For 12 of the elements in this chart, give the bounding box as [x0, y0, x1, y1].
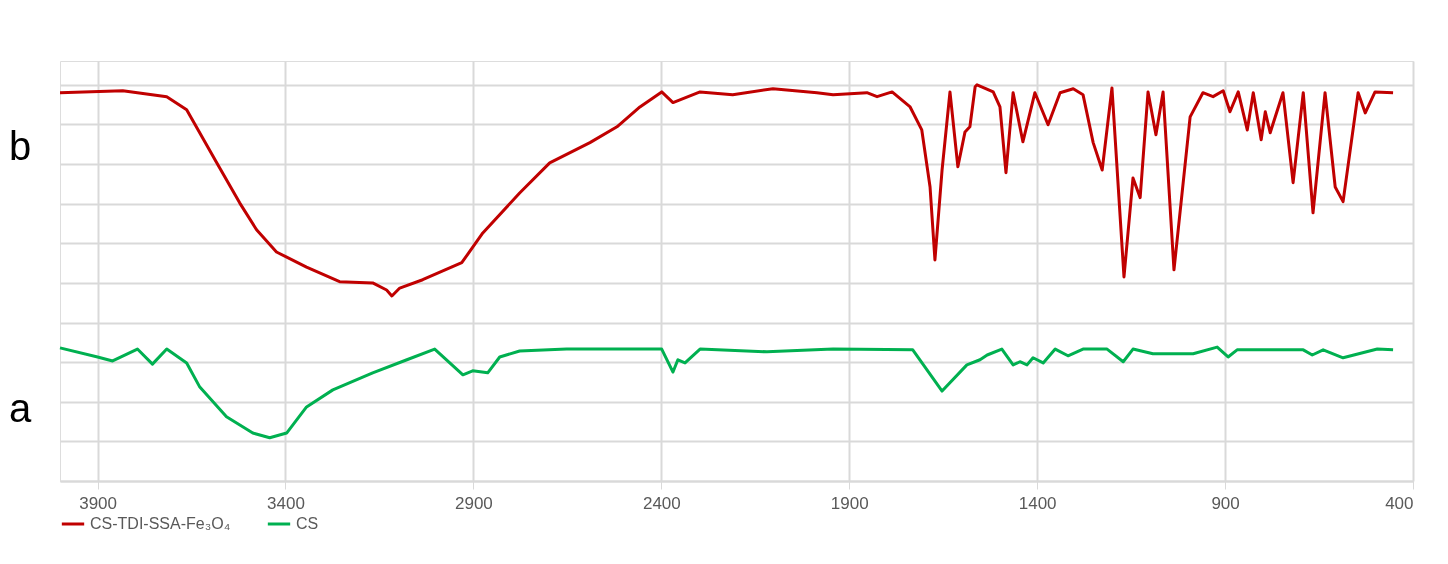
x-tick-label: 3400 — [267, 493, 305, 513]
text: a — [8, 385, 32, 430]
x-tick-label: 3900 — [79, 493, 117, 513]
legend-label: CS — [296, 515, 319, 532]
x-tick-label: 1400 — [1018, 493, 1057, 513]
legend-label: CS-TDI-SSA-Fe₃O₄ — [90, 515, 231, 532]
x-tick-label: 2400 — [642, 493, 681, 513]
x-tick-label: 400 — [1385, 493, 1414, 513]
x-tick-label: 900 — [1211, 493, 1240, 513]
x-tick-label: 1900 — [830, 493, 869, 513]
text: b — [8, 124, 32, 169]
x-tick-label: 2900 — [455, 493, 493, 513]
